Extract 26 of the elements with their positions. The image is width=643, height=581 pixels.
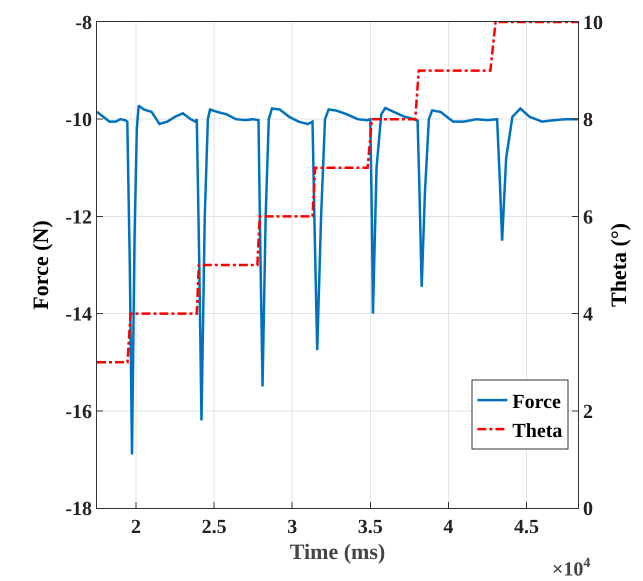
y-tick-label: -8 bbox=[75, 12, 92, 34]
y2-tick-label: 8 bbox=[583, 109, 593, 132]
x-tick-label: 3.5 bbox=[358, 516, 383, 538]
y-tick-label: -18 bbox=[65, 498, 92, 520]
y2-tick-label: 10 bbox=[583, 12, 603, 34]
x-tick-label: 4 bbox=[443, 516, 454, 538]
y-axis-title: Force (N) bbox=[28, 220, 54, 310]
y-tick-label: -14 bbox=[65, 304, 92, 326]
x-tick-label: 3 bbox=[287, 516, 298, 538]
y-tick-label: -16 bbox=[65, 400, 92, 423]
y-tick-label: -10 bbox=[65, 109, 92, 132]
y2-tick-label: 0 bbox=[583, 498, 593, 520]
x-tick-label: 2.5 bbox=[202, 516, 227, 538]
y-tick-label: -12 bbox=[65, 206, 92, 228]
legend-label: Force bbox=[512, 390, 561, 413]
line-series bbox=[97, 22, 578, 364]
y2-tick-label: 6 bbox=[583, 206, 593, 228]
x-axis-title: Time (ms) bbox=[290, 538, 386, 564]
text: ×10$^{4}$ bbox=[552, 556, 590, 580]
y2-axis-title: Theta (°) bbox=[606, 223, 631, 307]
x-tick-label: 4.5 bbox=[514, 516, 539, 538]
legend-label: Theta bbox=[512, 420, 562, 442]
y2-tick-label: 2 bbox=[583, 400, 593, 423]
y2-tick-label: 4 bbox=[583, 304, 593, 326]
line-series bbox=[97, 104, 578, 456]
x-tick-label: 2 bbox=[131, 516, 142, 538]
